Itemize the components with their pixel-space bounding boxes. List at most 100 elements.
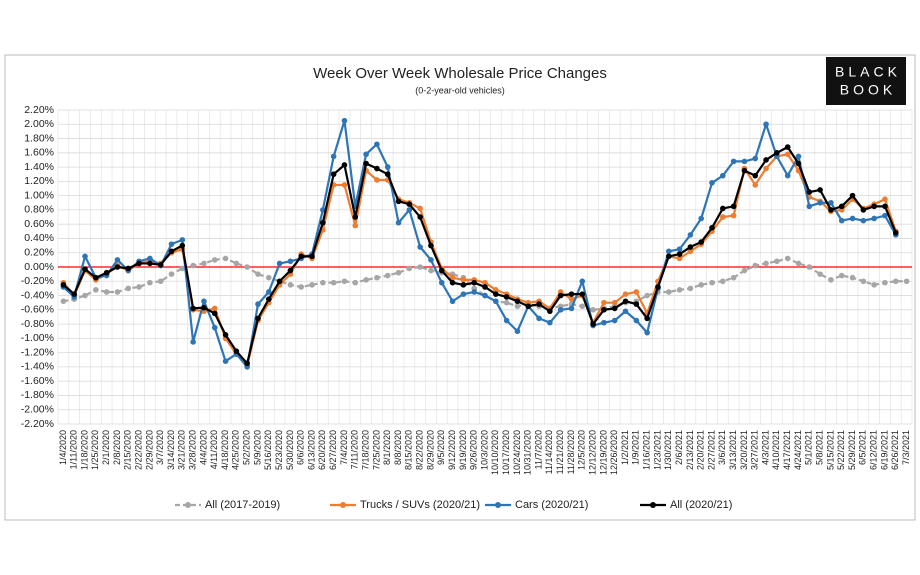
data-point bbox=[352, 279, 359, 286]
data-point bbox=[720, 214, 726, 220]
x-tick-label: 4/24/2021 bbox=[793, 430, 803, 470]
x-tick-label: 1/16/2021 bbox=[642, 430, 652, 470]
data-point bbox=[698, 239, 705, 245]
data-point bbox=[363, 151, 369, 158]
data-point bbox=[828, 199, 834, 206]
data-point bbox=[665, 253, 672, 260]
legend-label: All (2017-2019) bbox=[205, 499, 280, 511]
y-tick-label: 1.20% bbox=[24, 175, 54, 187]
data-point bbox=[201, 298, 207, 305]
x-tick-label: 2/27/2021 bbox=[706, 430, 716, 470]
x-tick-label: 11/7/2020 bbox=[533, 430, 543, 469]
data-point bbox=[136, 260, 142, 267]
data-point bbox=[406, 201, 413, 207]
x-tick-label: 7/3/2021 bbox=[901, 430, 911, 465]
legend-label: Trucks / SUVs (2020/21) bbox=[360, 499, 480, 511]
data-point bbox=[709, 224, 715, 231]
data-point bbox=[395, 269, 402, 276]
data-point bbox=[774, 150, 780, 156]
x-tick-label: 12/12/2020 bbox=[587, 430, 597, 475]
data-point bbox=[384, 171, 391, 178]
data-point bbox=[763, 157, 769, 163]
data-point bbox=[579, 303, 586, 310]
x-tick-label: 12/5/2020 bbox=[577, 430, 587, 470]
data-point bbox=[168, 241, 175, 247]
data-point bbox=[438, 279, 445, 286]
x-tick-label: 4/3/2021 bbox=[760, 430, 770, 465]
x-tick-label: 6/26/2021 bbox=[890, 430, 900, 470]
logo-text: BLACK bbox=[835, 64, 901, 80]
data-point bbox=[665, 248, 672, 255]
data-point bbox=[482, 284, 488, 290]
data-point bbox=[384, 164, 391, 170]
data-point bbox=[633, 289, 640, 295]
data-point bbox=[211, 305, 218, 312]
data-point bbox=[201, 304, 207, 311]
y-tick-label: 1.40% bbox=[24, 161, 54, 173]
y-tick-label: -2.00% bbox=[21, 404, 54, 416]
data-point bbox=[611, 299, 618, 306]
x-tick-label: 6/5/2021 bbox=[858, 430, 868, 465]
data-point bbox=[190, 262, 196, 269]
data-point bbox=[265, 296, 272, 302]
data-point bbox=[179, 265, 186, 272]
data-point bbox=[579, 278, 586, 285]
chart-title: Week Over Week Wholesale Price Changes bbox=[313, 65, 607, 82]
data-point bbox=[536, 315, 542, 322]
data-point bbox=[774, 258, 780, 265]
x-tick-label: 4/17/2021 bbox=[782, 430, 792, 470]
data-point bbox=[395, 198, 402, 205]
data-point bbox=[730, 158, 737, 165]
y-tick-label: 1.00% bbox=[24, 189, 54, 201]
y-tick-label: -0.20% bbox=[21, 275, 54, 287]
data-point bbox=[374, 165, 380, 172]
data-point bbox=[125, 285, 132, 292]
x-tick-label: 8/8/2020 bbox=[393, 430, 403, 465]
data-point bbox=[222, 331, 229, 338]
data-point bbox=[471, 279, 477, 286]
data-point bbox=[860, 207, 867, 213]
x-tick-label: 3/7/2020 bbox=[155, 430, 165, 465]
y-tick-label: 1.80% bbox=[24, 132, 54, 144]
x-tick-label: 5/1/2021 bbox=[804, 430, 814, 465]
data-point bbox=[320, 279, 326, 286]
x-tick-label: 4/25/2020 bbox=[231, 430, 241, 470]
legend-label: All (2020/21) bbox=[670, 499, 732, 511]
x-tick-label: 8/29/2020 bbox=[425, 430, 435, 470]
data-point bbox=[103, 269, 110, 276]
data-point bbox=[168, 248, 175, 255]
data-point bbox=[838, 217, 845, 224]
data-point bbox=[352, 222, 359, 229]
x-tick-label: 10/17/2020 bbox=[501, 430, 511, 475]
y-tick-label: -0.80% bbox=[21, 318, 54, 330]
legend-marker bbox=[650, 502, 656, 508]
x-tick-label: 7/25/2020 bbox=[371, 430, 381, 470]
y-tick-label: 2.20% bbox=[24, 104, 54, 116]
data-point bbox=[460, 282, 467, 288]
x-tick-label: 2/6/2021 bbox=[674, 430, 684, 465]
data-point bbox=[698, 282, 705, 288]
data-point bbox=[363, 160, 369, 167]
data-point bbox=[611, 317, 618, 324]
data-point bbox=[417, 264, 423, 270]
data-point bbox=[784, 172, 791, 179]
data-point bbox=[557, 292, 564, 299]
data-point bbox=[817, 187, 823, 193]
x-tick-label: 7/11/2020 bbox=[350, 430, 360, 469]
x-tick-label: 1/11/2020 bbox=[69, 430, 79, 469]
x-tick-label: 1/30/2021 bbox=[663, 430, 673, 470]
data-point bbox=[795, 260, 802, 267]
x-tick-label: 1/2/2021 bbox=[620, 430, 630, 465]
x-tick-label: 11/28/2020 bbox=[566, 430, 576, 474]
data-point bbox=[190, 305, 196, 312]
x-tick-label: 10/10/2020 bbox=[490, 430, 500, 475]
data-point bbox=[287, 258, 294, 265]
data-point bbox=[255, 271, 261, 277]
data-point bbox=[903, 278, 910, 285]
data-point bbox=[784, 151, 791, 158]
y-tick-label: -1.40% bbox=[21, 361, 54, 373]
data-point bbox=[114, 289, 121, 295]
legend-marker bbox=[185, 502, 191, 508]
data-point bbox=[460, 277, 467, 283]
data-point bbox=[741, 158, 748, 165]
